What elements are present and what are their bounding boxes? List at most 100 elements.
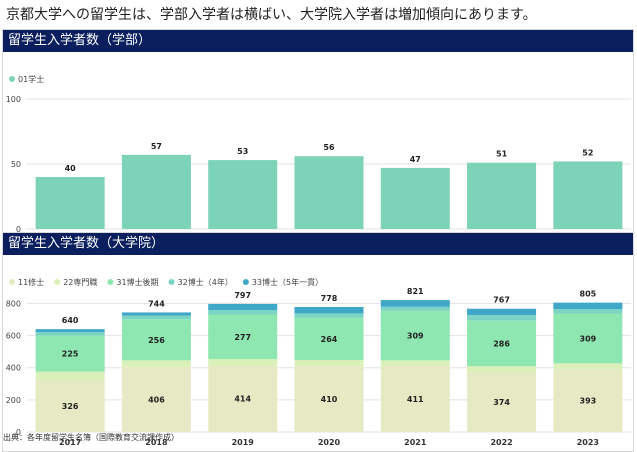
bar-segment — [121, 360, 191, 367]
x-tick-label: 2023 — [577, 438, 599, 447]
graduate-chart-title: 留学生入学者数（大学院） — [3, 233, 633, 255]
data-label: 277 — [234, 333, 251, 342]
bar-segment — [121, 312, 191, 316]
total-label: 821 — [407, 287, 424, 296]
total-label: 778 — [321, 294, 338, 303]
bar-segment — [35, 335, 105, 372]
data-label: 411 — [407, 395, 424, 404]
bar-segment — [553, 309, 623, 314]
bar-segment — [380, 360, 450, 366]
x-tick-label: 2017 — [59, 438, 81, 447]
total-label: 797 — [234, 291, 251, 300]
bar-segment — [121, 154, 191, 229]
bar-segment — [467, 366, 537, 372]
legend-marker — [9, 76, 15, 82]
data-label: 414 — [234, 395, 251, 404]
data-label: 264 — [321, 335, 338, 344]
bar-segment — [208, 303, 278, 311]
bar-segment — [35, 329, 105, 333]
data-label: 286 — [493, 339, 510, 348]
legend-label: 11修士 — [18, 277, 44, 287]
bar-segment — [553, 368, 623, 432]
total-label: 56 — [323, 143, 335, 152]
bar-segment — [294, 306, 364, 314]
legend-label: 01学士 — [18, 74, 44, 84]
y-tick-label: 50 — [11, 160, 21, 169]
total-label: 640 — [62, 316, 79, 325]
bar-segment — [553, 302, 623, 310]
bar-segment — [380, 306, 450, 311]
bar-segment — [467, 320, 537, 367]
x-tick-label: 2020 — [318, 438, 341, 447]
legend-label: 22専門職 — [63, 277, 97, 287]
source-note: 出典：各年度留学生名簿（国際教育交流課作成） — [3, 433, 179, 442]
y-tick-label: 100 — [6, 95, 21, 104]
bar-segment — [35, 371, 105, 380]
legend-marker — [9, 279, 15, 285]
undergrad-chart-title: 留学生入学者数（学部） — [3, 30, 633, 52]
x-tick-label: 2021 — [404, 438, 427, 447]
bar-segment — [121, 315, 191, 320]
bar-segment — [35, 177, 105, 229]
data-label: 326 — [62, 402, 79, 411]
y-tick-label: 0 — [16, 428, 21, 437]
bar-segment — [208, 359, 278, 366]
bar-segment — [294, 360, 364, 367]
bar-segment — [121, 319, 191, 361]
legend-marker — [107, 279, 114, 285]
y-tick-label: 400 — [6, 364, 21, 373]
bar-segment — [35, 379, 105, 432]
bar-segment — [467, 315, 537, 321]
page-headline: 京都大学への留学生は、学部入学者は横ばい、大学院入学者は増加傾向にあります。 — [6, 7, 537, 23]
legend-marker — [242, 279, 249, 285]
bar-segment — [294, 317, 364, 360]
undergrad-chart: 01学士050100402017572018532019562020472021… — [6, 74, 631, 244]
data-label: 309 — [407, 331, 424, 340]
total-label: 52 — [582, 148, 593, 157]
legend-marker — [54, 279, 61, 285]
legend-marker — [168, 279, 175, 285]
total-label: 805 — [580, 290, 597, 299]
bar-segment — [553, 313, 623, 364]
legend-label: 32博士（4年） — [178, 277, 233, 287]
bar-segment — [121, 366, 191, 432]
bar-segment — [380, 167, 450, 229]
total-label: 53 — [237, 147, 248, 156]
bar-segment — [380, 300, 450, 307]
bar-segment — [467, 162, 537, 229]
data-label: 225 — [62, 349, 79, 358]
bar-segment — [380, 310, 450, 361]
x-tick-label: 2018 — [145, 438, 168, 447]
data-label: 406 — [148, 395, 165, 404]
bar-segment — [467, 371, 537, 432]
legend-label: 31博士後期 — [116, 277, 158, 287]
bar-segment — [294, 366, 364, 432]
data-label: 374 — [493, 398, 510, 407]
total-label: 47 — [410, 155, 421, 164]
bar-segment — [208, 160, 278, 229]
total-label: 767 — [493, 296, 510, 305]
bar-segment — [553, 363, 623, 369]
bar-segment — [208, 314, 278, 360]
total-label: 744 — [148, 299, 165, 308]
bar-segment — [208, 310, 278, 315]
bar-segment — [380, 365, 450, 432]
data-label: 309 — [580, 334, 597, 343]
bar-segment — [553, 161, 623, 229]
x-tick-label: 2022 — [490, 438, 512, 447]
data-label: 393 — [580, 396, 597, 405]
data-label: 256 — [148, 336, 165, 345]
y-tick-label: 600 — [6, 332, 21, 341]
bar-segment — [208, 365, 278, 432]
total-label: 51 — [496, 150, 508, 159]
total-label: 40 — [65, 164, 77, 173]
graduate-chart-panel: 留学生入学者数（大学院） 11修士 22専門職 31博士後期 32博士（4年） 33博士… — [2, 232, 634, 452]
x-tick-label: 2019 — [232, 438, 255, 447]
bar-segment — [294, 313, 364, 318]
graduate-chart: 11修士 22専門職 31博士後期 32博士（4年） 33博士（5年一貫） 0 200 400… — [6, 277, 631, 447]
total-label: 57 — [151, 142, 162, 151]
legend-label: 33博士（5年一貫） — [252, 277, 323, 287]
bar-segment — [467, 308, 537, 316]
undergrad-chart-panel: 留学生入学者数（学部） 01学士050100402017572018532019… — [2, 29, 634, 251]
y-tick-label: 200 — [6, 396, 21, 405]
